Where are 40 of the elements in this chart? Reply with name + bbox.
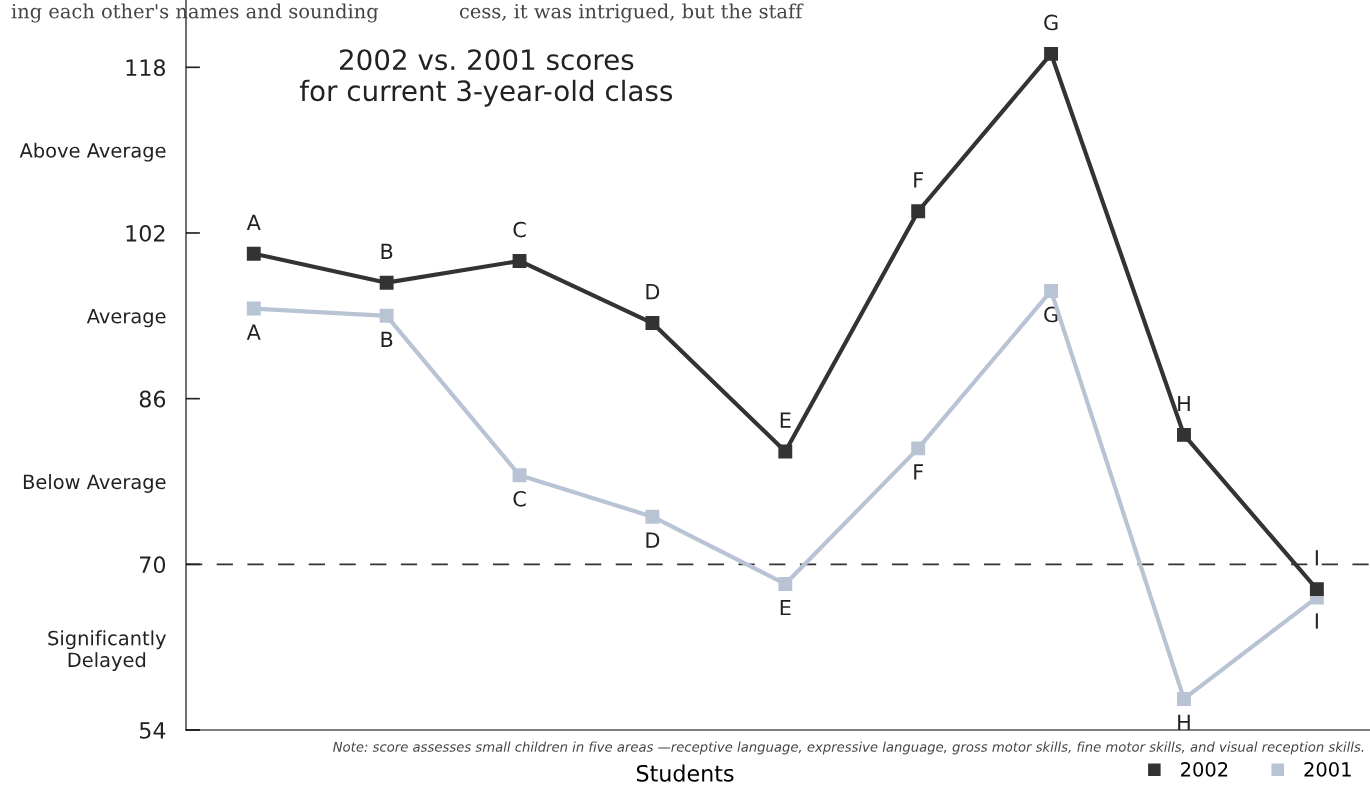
point bbox=[1177, 427, 1191, 442]
y-tick-label: 102 bbox=[126, 224, 165, 242]
y-tick-label: 118 bbox=[126, 59, 166, 77]
point bbox=[1044, 284, 1059, 298]
point bbox=[778, 444, 793, 459]
category-label: B bbox=[381, 331, 393, 347]
legend-label: 2001 bbox=[1304, 762, 1351, 777]
x-axis-title: Students bbox=[636, 764, 734, 782]
annotation: cess, it was intrigued, but the staff bbox=[459, 3, 804, 23]
point bbox=[1177, 691, 1191, 706]
point bbox=[911, 204, 926, 219]
point bbox=[379, 275, 394, 290]
category-label: A bbox=[246, 324, 261, 340]
category-label: F bbox=[914, 464, 923, 480]
category-label: E bbox=[780, 599, 791, 616]
text: 2002 vs. 2001 scores for current 3-year-old class bbox=[299, 49, 673, 107]
legend-label: 2002 bbox=[1181, 762, 1228, 777]
category-label: H bbox=[1178, 714, 1190, 731]
category-label: I bbox=[1315, 613, 1318, 629]
point bbox=[379, 308, 394, 323]
category-label: D bbox=[646, 532, 660, 548]
point bbox=[911, 441, 926, 456]
y-tick-label: 86 bbox=[139, 390, 166, 408]
text: Note: score assesses small children in five areas —receptive language, expressive language, gross motor skills, fine motor skills, and visual reception skills. bbox=[333, 741, 1364, 755]
point bbox=[1309, 582, 1324, 597]
point bbox=[512, 253, 527, 268]
y-tick-label: 70 bbox=[140, 556, 166, 574]
point bbox=[512, 468, 527, 483]
category-label: C bbox=[513, 490, 526, 507]
point bbox=[246, 246, 261, 261]
y-tick-label: Significantly Delayed bbox=[48, 630, 166, 671]
y-tick-label: Above Average bbox=[19, 142, 166, 162]
y-tick-label: Average bbox=[86, 309, 166, 328]
point bbox=[1044, 46, 1059, 61]
point bbox=[645, 509, 660, 524]
y-tick-label: 54 bbox=[139, 722, 166, 739]
point bbox=[246, 301, 261, 316]
point bbox=[645, 316, 660, 331]
y-tick-label: Below Average bbox=[23, 474, 166, 493]
point bbox=[778, 577, 793, 591]
